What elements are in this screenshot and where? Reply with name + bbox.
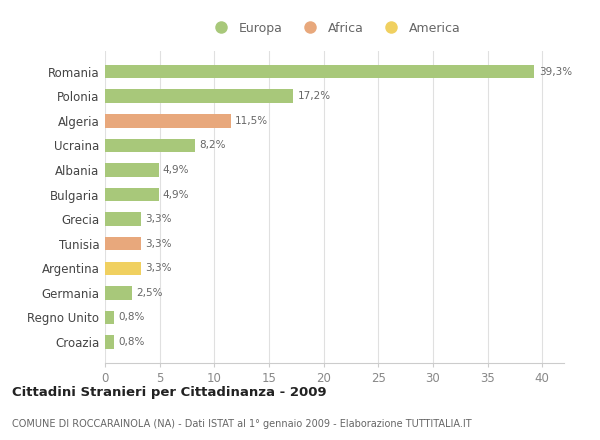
Text: 4,9%: 4,9% [163,165,190,175]
Bar [105,139,194,152]
Text: 8,2%: 8,2% [199,140,226,150]
Bar [105,114,230,128]
Text: 4,9%: 4,9% [163,190,190,199]
Text: 3,3%: 3,3% [145,238,172,249]
Text: 3,3%: 3,3% [145,263,172,273]
Text: 39,3%: 39,3% [539,66,572,77]
Text: COMUNE DI ROCCARAINOLA (NA) - Dati ISTAT al 1° gennaio 2009 - Elaborazione TUTTI: COMUNE DI ROCCARAINOLA (NA) - Dati ISTAT… [12,419,472,429]
Text: 0,8%: 0,8% [118,337,145,347]
Bar [105,213,141,226]
Text: 0,8%: 0,8% [118,312,145,323]
Bar [105,261,141,275]
Text: Cittadini Stranieri per Cittadinanza - 2009: Cittadini Stranieri per Cittadinanza - 2… [12,386,326,399]
Bar [105,163,158,177]
Text: 3,3%: 3,3% [145,214,172,224]
Text: 2,5%: 2,5% [137,288,163,298]
Text: 11,5%: 11,5% [235,116,268,126]
Legend: Europa, Africa, America: Europa, Africa, America [206,19,463,37]
Text: 17,2%: 17,2% [298,91,331,101]
Bar [105,188,158,201]
Bar [105,237,141,250]
Bar [105,286,133,300]
Bar [105,89,293,103]
Bar [105,65,535,78]
Bar [105,335,114,349]
Bar [105,311,114,324]
